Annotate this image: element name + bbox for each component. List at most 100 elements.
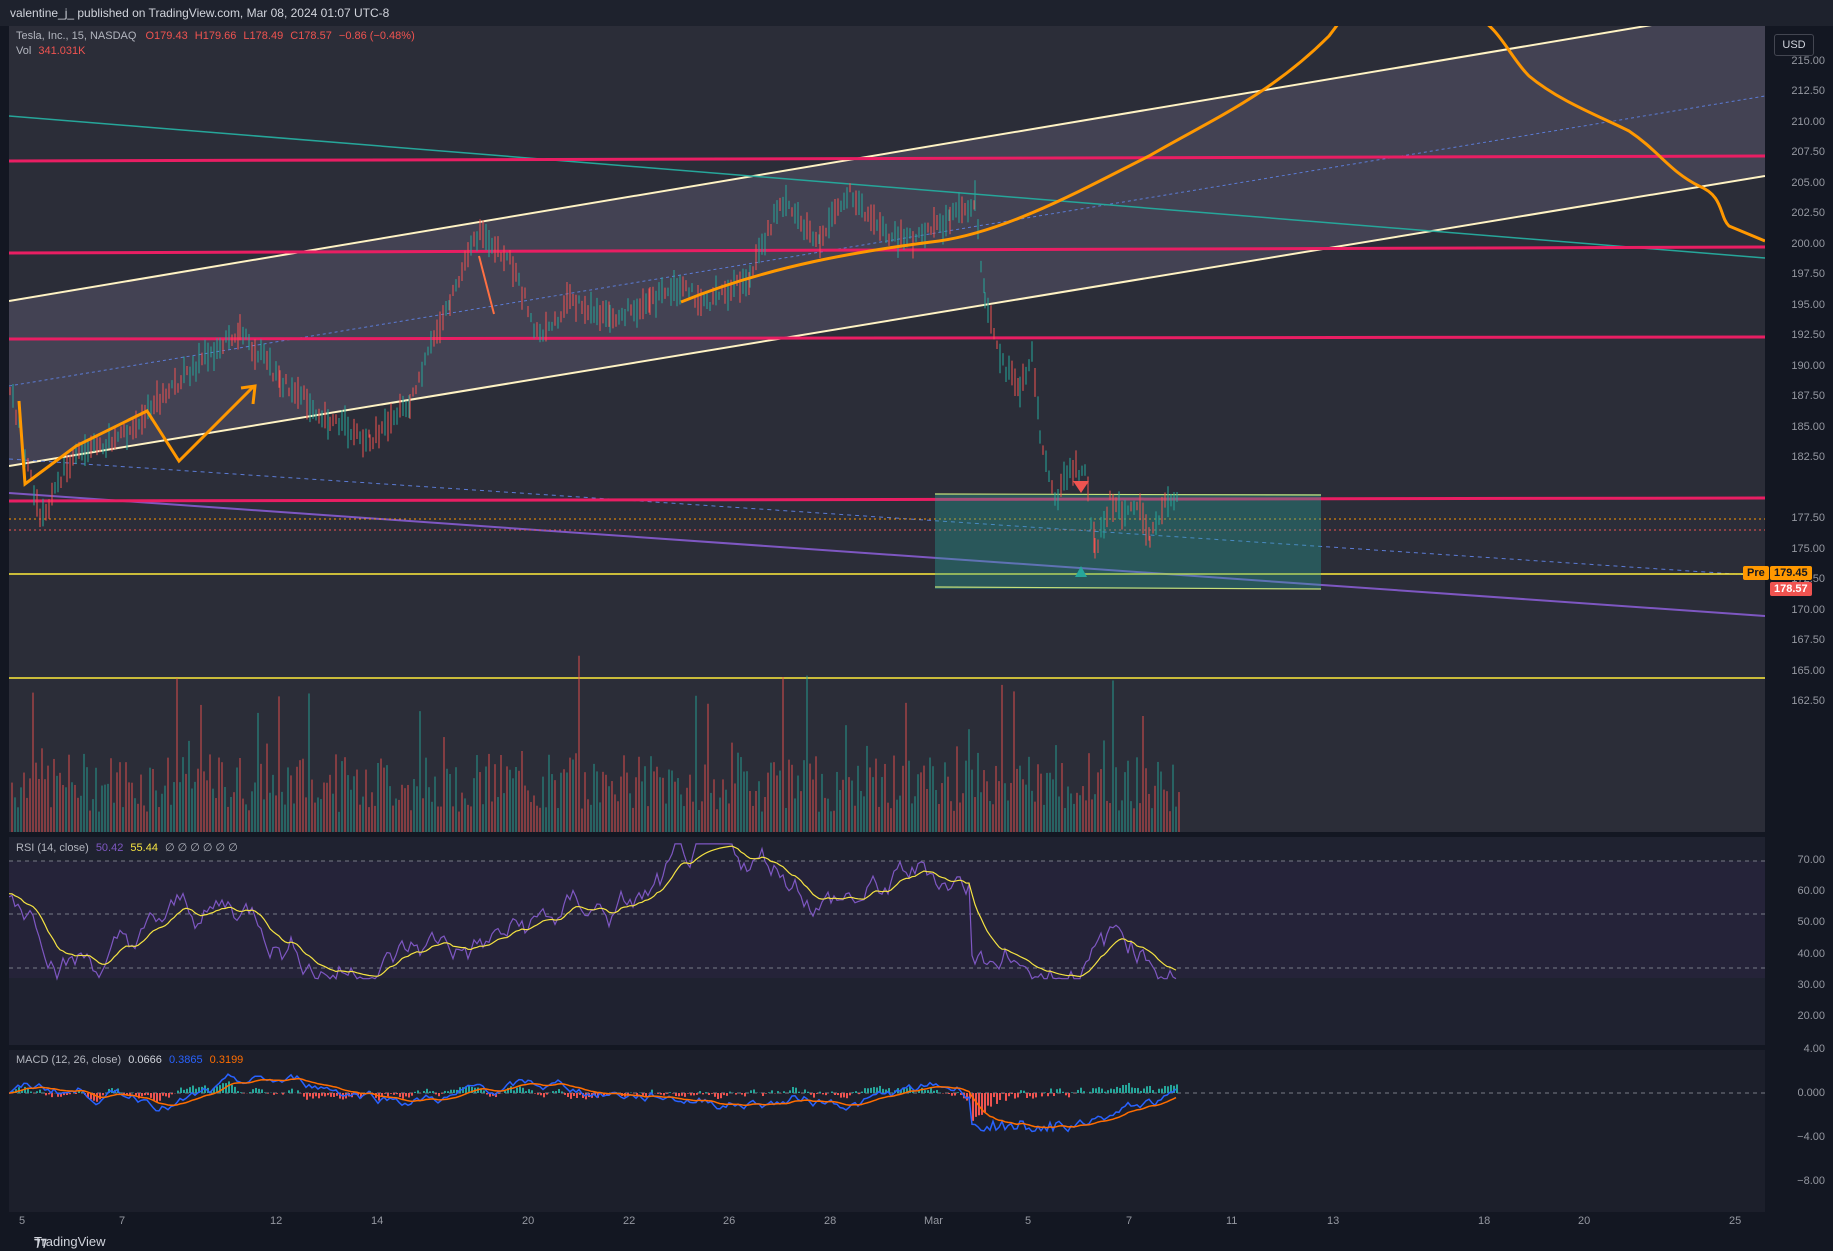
macd-histogram-bar <box>567 1093 569 1097</box>
macd-histogram-bar <box>453 1089 455 1093</box>
volume-bar <box>296 766 298 832</box>
price-tick: 192.50 <box>1791 329 1825 342</box>
macd-histogram-bar <box>771 1090 773 1093</box>
macd-histogram-bar <box>711 1093 713 1094</box>
volume-bar <box>341 761 343 832</box>
macd-histogram-bar <box>399 1093 401 1097</box>
volume-bar <box>1055 745 1057 832</box>
time-axis[interactable]: 5 7 12 14 20 22 26 28 Mar 5 7 11 13 18 20 25 <box>0 1212 1833 1232</box>
macd-histogram-bar <box>510 1086 512 1093</box>
volume-bar <box>1043 804 1045 832</box>
macd-histogram-bar <box>723 1093 725 1096</box>
macd-histogram-bar <box>96 1093 98 1102</box>
tradingview-logo-icon: ⁊⁊ <box>34 1234 47 1249</box>
volume-bar <box>818 811 820 832</box>
volume-bar <box>14 797 16 832</box>
volume-bar <box>890 808 892 832</box>
volume-bar <box>617 801 619 832</box>
macd-histogram-bar <box>387 1093 389 1097</box>
volume-bar <box>959 802 961 832</box>
macd-chart[interactable] <box>9 1050 1765 1212</box>
volume-bar <box>863 796 865 832</box>
volume-bar <box>752 805 754 832</box>
macd-histogram-bar <box>1176 1084 1178 1093</box>
volume-bar <box>962 793 964 832</box>
macd-value: 0.3865 <box>168 1054 203 1066</box>
volume-bar <box>857 765 859 832</box>
volume-bar <box>989 801 991 832</box>
macd-histogram-bar <box>318 1093 320 1099</box>
macd-legend[interactable]: MACD (12, 26, close) 0.0666 0.3865 0.319… <box>16 1054 243 1066</box>
macd-histogram-bar <box>708 1093 710 1096</box>
volume-bar <box>140 774 142 832</box>
volume-bar <box>20 787 22 832</box>
rsi-pane[interactable]: RSI (14, close) 50.42 55.44 ∅ ∅ ∅ ∅ ∅ ∅ <box>9 837 1765 1045</box>
volume-bar <box>242 798 244 832</box>
macd-histogram-bar <box>240 1092 242 1093</box>
macd-histogram-bar <box>57 1093 59 1097</box>
rsi-tick: 60.00 <box>1797 885 1825 898</box>
volume-bar <box>125 762 127 832</box>
macd-histogram-bar <box>396 1093 398 1095</box>
macd-histogram-bar <box>984 1093 986 1113</box>
time-tick: 7 <box>119 1215 126 1227</box>
macd-histogram-bar <box>687 1093 689 1094</box>
macd-histogram-bar <box>1152 1090 1154 1093</box>
macd-histogram-bar <box>1023 1090 1025 1093</box>
symbol-legend[interactable]: Tesla, Inc., 15, NASDAQ O179.43 H179.66 … <box>16 30 415 42</box>
macd-histogram-bar <box>1128 1082 1130 1093</box>
volume-bar <box>131 782 133 832</box>
volume-bar <box>215 798 217 832</box>
macd-histogram-bar <box>423 1090 425 1093</box>
low-value: L178.49 <box>243 30 284 42</box>
currency-button[interactable]: USD <box>1774 34 1814 56</box>
volume-bar <box>128 782 130 832</box>
macd-histogram-bar <box>1095 1088 1097 1093</box>
volume-bar <box>926 788 928 832</box>
macd-histogram-bar <box>516 1087 518 1093</box>
volume-bar <box>392 805 394 832</box>
macd-histogram-bar <box>513 1090 515 1093</box>
volume-bar <box>554 780 556 832</box>
macd-histogram-bar <box>1068 1093 1070 1098</box>
macd-histogram-bar <box>180 1087 182 1093</box>
volume-bar <box>437 806 439 832</box>
volume-bar <box>824 797 826 832</box>
macd-pane[interactable]: MACD (12, 26, close) 0.0666 0.3865 0.319… <box>9 1050 1765 1212</box>
macd-histogram-bar <box>825 1093 827 1096</box>
rsi-tick: 20.00 <box>1797 1010 1825 1022</box>
symbol-name: Tesla, Inc., 15, NASDAQ <box>16 30 137 42</box>
volume-bar <box>1052 779 1054 832</box>
rsi-chart[interactable] <box>9 837 1765 1045</box>
volume-bar <box>620 776 622 832</box>
macd-histogram-bar <box>402 1093 404 1099</box>
macd-histogram-bar <box>1119 1088 1121 1093</box>
macd-histogram-bar <box>168 1093 170 1098</box>
volume-bar <box>536 805 538 832</box>
pink-level-181 <box>9 496 1765 503</box>
volume-bar <box>746 771 748 832</box>
time-tick: 7 <box>1126 1215 1133 1227</box>
rsi-legend[interactable]: RSI (14, close) 50.42 55.44 ∅ ∅ ∅ ∅ ∅ ∅ <box>16 841 238 854</box>
macd-histogram-bar <box>537 1093 539 1095</box>
macd-histogram-bar <box>27 1087 29 1093</box>
footer-brand[interactable]: TradingView <box>34 1234 106 1249</box>
volume-bar <box>275 795 277 832</box>
macd-histogram-bar <box>519 1086 521 1093</box>
volume-bar <box>983 770 985 832</box>
volume-bar <box>674 781 676 832</box>
price-pane[interactable]: Tesla, Inc., 15, NASDAQ O179.43 H179.66 … <box>9 26 1765 832</box>
volume-bar <box>974 797 976 832</box>
macd-histogram-bar <box>762 1093 764 1097</box>
volume-bar <box>287 767 289 832</box>
price-tick: 177.50 <box>1791 512 1825 525</box>
volume-bar <box>995 765 997 832</box>
macd-histogram-bar <box>522 1087 524 1093</box>
price-chart[interactable] <box>9 26 1765 832</box>
macd-histogram-bar <box>75 1093 77 1094</box>
price-axis[interactable]: 215.00 212.50 210.00 207.50 205.00 202.50 200.… <box>1765 26 1833 1212</box>
macd-histogram-bar <box>504 1090 506 1093</box>
volume-bar <box>23 772 25 832</box>
volume-legend[interactable]: Vol 341.031K <box>16 45 85 57</box>
volume-bar <box>146 811 148 832</box>
